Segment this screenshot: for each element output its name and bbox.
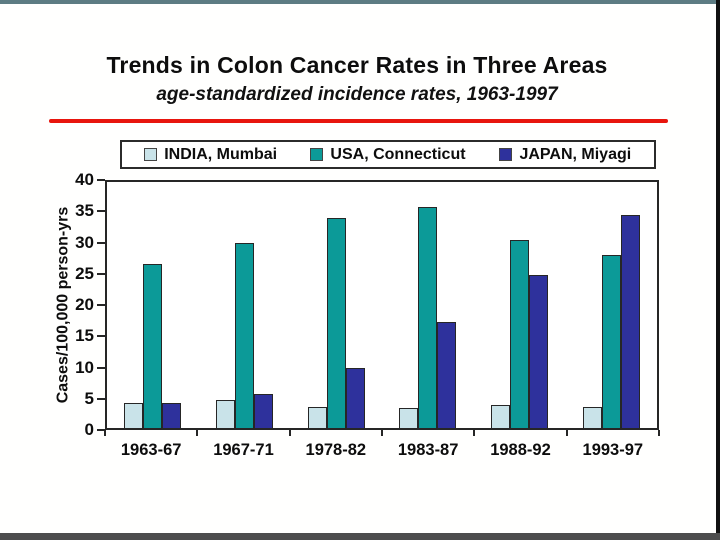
y-tick-mark xyxy=(97,272,105,275)
bar-india-mumbai-1967-71 xyxy=(216,399,235,428)
bar-usa-connecticut-1988-92 xyxy=(510,240,530,428)
plot-area xyxy=(105,180,659,430)
y-tick-mark xyxy=(97,397,105,400)
legend-swatch-usa-connecticut xyxy=(310,148,324,161)
bar-india-mumbai-1988-92 xyxy=(491,404,511,428)
right-border-strip xyxy=(716,0,720,540)
top-border-strip xyxy=(0,0,720,4)
bar-india-mumbai-1983-87 xyxy=(399,408,419,428)
bar-japan-miyagi-1967-71 xyxy=(254,393,273,428)
y-tick-label-20: 20 xyxy=(75,295,94,314)
bar-usa-connecticut-1993-97 xyxy=(601,254,621,428)
x-tick-mark xyxy=(288,430,291,436)
x-axis-tick-labels: 1963-67 1967-71 1978-82 1983-87 1988-92 1993-… xyxy=(105,441,659,460)
red-divider-line xyxy=(49,119,668,123)
bar-usa-connecticut-1963-67 xyxy=(143,263,163,428)
y-tick-label-10: 10 xyxy=(75,357,94,377)
x-tick-mark xyxy=(473,430,476,436)
bar-group-1993-97 xyxy=(565,182,657,428)
y-tick-label-35: 35 xyxy=(75,201,94,221)
legend-label: JAPAN, Miyagi xyxy=(519,145,632,163)
x-axis-tick-marks xyxy=(104,430,660,437)
legend-item-usa-connecticut: USA, Connecticut xyxy=(299,146,476,164)
bar-group-1983-87 xyxy=(382,182,474,428)
legend: INDIA, Mumbai USA, Connecticut JAPAN, Miya… xyxy=(120,140,656,169)
y-tick-mark xyxy=(97,304,105,306)
y-tick-mark xyxy=(97,179,105,181)
bar-group-1967-71 xyxy=(199,182,291,428)
y-tick-label-30: 30 xyxy=(75,232,94,252)
bar-japan-miyagi-1983-87 xyxy=(437,322,457,428)
bar-india-mumbai-1978-82 xyxy=(307,407,327,428)
bar-japan-miyagi-1988-92 xyxy=(529,274,549,428)
bar-usa-connecticut-1983-87 xyxy=(418,206,438,428)
x-tick-mark xyxy=(104,430,106,436)
legend-swatch-india-mumbai xyxy=(144,148,158,161)
y-tick-mark xyxy=(97,366,105,369)
y-tick-label-5: 5 xyxy=(84,388,94,408)
x-tick-mark xyxy=(658,430,660,436)
y-tick-mark xyxy=(97,335,105,338)
bar-japan-miyagi-1978-82 xyxy=(345,367,365,428)
y-tick-label-25: 25 xyxy=(75,263,94,283)
legend-swatch-japan-miyagi xyxy=(499,148,513,161)
y-tick-label-40: 40 xyxy=(75,170,94,189)
x-tick-mark xyxy=(565,430,568,436)
legend-label: INDIA, Mumbai xyxy=(164,145,278,163)
legend-item-india-mumbai: INDIA, Mumbai xyxy=(122,146,299,164)
bar-group-1988-92 xyxy=(474,182,566,428)
y-tick-mark xyxy=(97,241,105,244)
x-tick-label-1988-92: 1988-92 xyxy=(490,441,551,459)
chart-subtitle: age-standardized incidence rates, 1963-1… xyxy=(156,84,558,105)
y-tick-mark xyxy=(97,429,105,431)
bar-group-1978-82 xyxy=(290,182,382,428)
y-tick-label-15: 15 xyxy=(75,326,94,346)
y-tick-mark xyxy=(97,210,105,213)
bar-group-1963-67 xyxy=(107,182,199,428)
bar-japan-miyagi-1993-97 xyxy=(620,215,640,428)
bottom-border-strip xyxy=(0,533,720,540)
bar-usa-connecticut-1978-82 xyxy=(326,218,346,428)
bar-usa-connecticut-1967-71 xyxy=(235,242,254,428)
legend-label: USA, Connecticut xyxy=(330,145,466,163)
x-tick-label-1983-87: 1983-87 xyxy=(397,441,459,459)
chart-title: Trends in Colon Cancer Rates in Three Ar… xyxy=(106,52,608,78)
x-tick-label-1978-82: 1978-82 xyxy=(305,441,367,459)
bar-india-mumbai-1963-67 xyxy=(124,402,144,428)
x-tick-mark xyxy=(381,430,383,436)
bar-japan-miyagi-1963-67 xyxy=(162,402,182,428)
y-axis-tick-labels: 40 35 30 25 20 15 10 5 0 xyxy=(40,170,96,439)
x-tick-label-1963-67: 1963-67 xyxy=(120,441,182,459)
y-axis-tick-marks xyxy=(97,179,105,431)
x-tick-mark xyxy=(196,430,199,436)
y-tick-label-0: 0 xyxy=(84,420,94,439)
bar-india-mumbai-1993-97 xyxy=(582,407,602,428)
x-tick-label-1967-71: 1967-71 xyxy=(213,441,274,459)
legend-item-japan-miyagi: JAPAN, Miyagi xyxy=(477,146,654,164)
x-tick-label-1993-97: 1993-97 xyxy=(582,441,644,459)
